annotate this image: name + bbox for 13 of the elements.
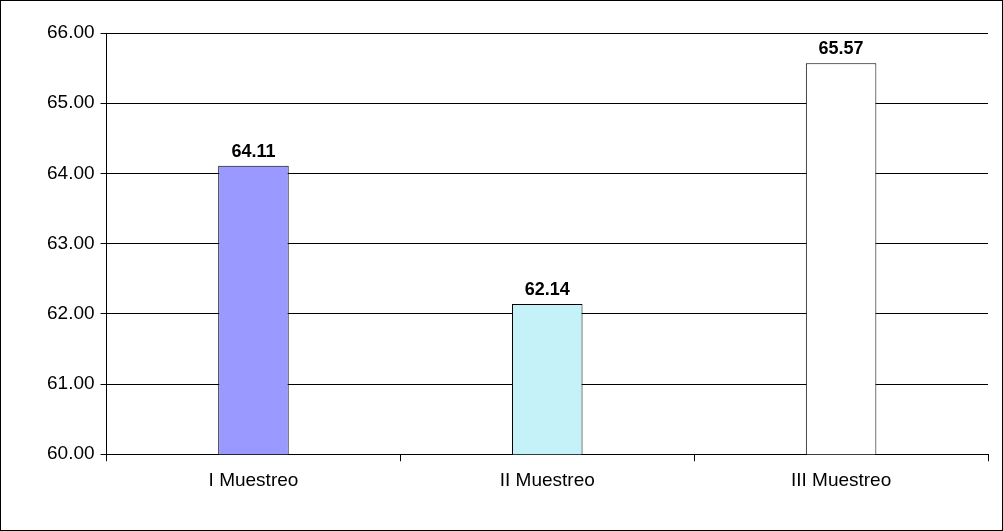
- data-label: 64.11: [231, 140, 276, 161]
- x-tick-label: III Muestreo: [790, 468, 892, 490]
- data-label: 62.14: [524, 278, 570, 299]
- data-label: 65.57: [818, 38, 864, 59]
- y-tick-label: 65.00: [47, 91, 95, 113]
- y-tick-label: 60.00: [47, 442, 95, 464]
- y-tick-label: 63.00: [47, 231, 95, 253]
- y-tick-label: 66.00: [47, 21, 95, 43]
- x-tick-label: I Muestreo: [208, 468, 299, 490]
- x-tick-label: II Muestreo: [499, 468, 595, 490]
- y-tick-label: 64.00: [47, 161, 95, 183]
- y-tick-label: 62.00: [47, 302, 95, 324]
- y-tick-label: 61.00: [47, 372, 95, 394]
